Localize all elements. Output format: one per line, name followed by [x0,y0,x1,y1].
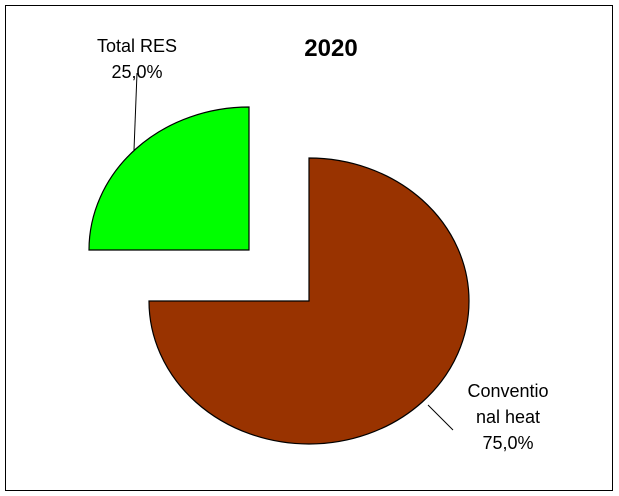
leader-line-conventional-heat [427,404,454,431]
slice-labels: Total RES 25,0% Conventio nal heat 75,0% [97,36,549,453]
pie-slice-total-res [88,106,250,251]
chart-title: 2020 [304,35,357,62]
leader-line-total-res [133,72,138,151]
slice-label-total-res: Total RES 25,0% [97,36,177,82]
pie-slice-conventional-heat [148,157,470,445]
pie-slices [88,106,470,445]
slice-label-conventional-heat: Conventio nal heat 75,0% [467,381,548,453]
